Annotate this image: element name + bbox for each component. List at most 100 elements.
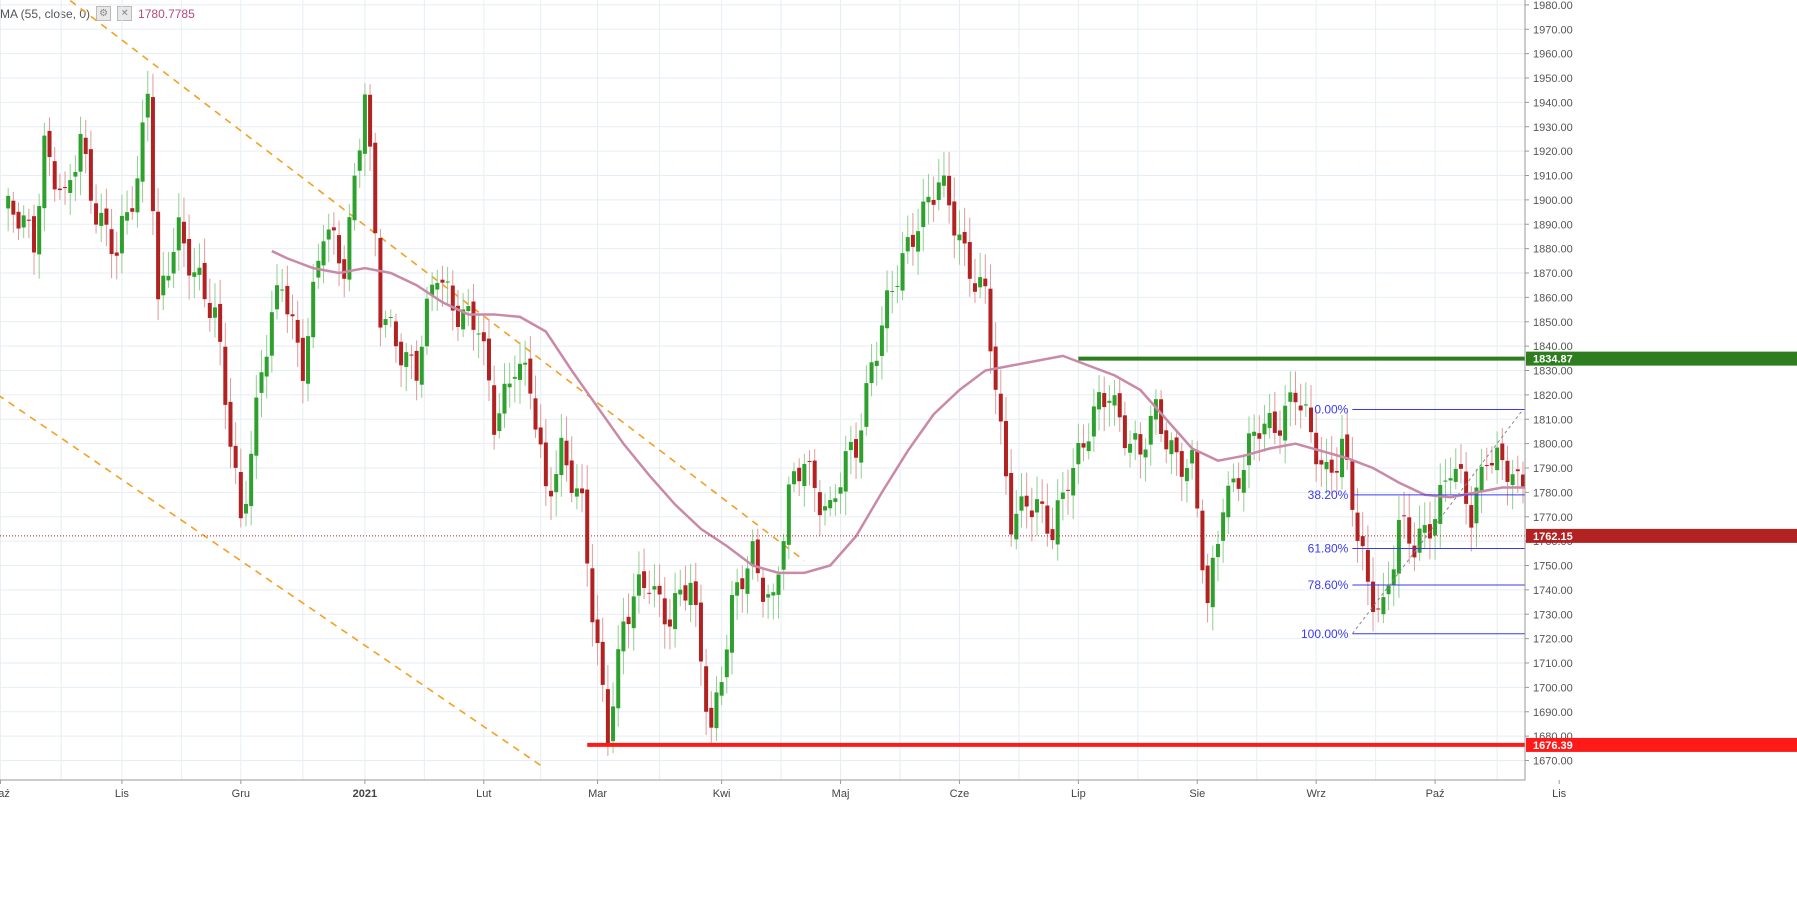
- candle-body: [1205, 565, 1210, 604]
- price-tick-label: 1930.00: [1533, 122, 1573, 134]
- candle-body: [662, 598, 667, 625]
- candle-body: [223, 346, 228, 405]
- candle-body: [921, 201, 926, 228]
- candle-body: [533, 398, 538, 430]
- candle-body: [1236, 478, 1241, 489]
- close-icon[interactable]: ✕: [117, 6, 133, 21]
- candle-body: [16, 211, 21, 229]
- candle-body: [492, 385, 497, 435]
- price-tag-label: 1762.15: [1533, 531, 1573, 543]
- candle-body: [352, 175, 357, 221]
- candle-body: [797, 467, 802, 482]
- price-tick-label: 1730.00: [1533, 609, 1573, 621]
- indicator-value: 1780.7785: [138, 6, 195, 21]
- moving-average: [271, 249, 1549, 575]
- candle-body: [109, 229, 114, 255]
- time-tick-label: Lip: [1071, 788, 1086, 800]
- price-axis-background: [1525, 0, 1797, 915]
- candle-body: [1520, 474, 1525, 488]
- price-tick-label: 1670.00: [1533, 756, 1573, 768]
- candle-body: [698, 602, 703, 662]
- candle-body: [719, 682, 724, 696]
- candle-body: [1489, 462, 1494, 466]
- candle-body: [1396, 519, 1401, 574]
- fib-level-label: 0.00%: [1314, 403, 1348, 417]
- candle-body: [936, 182, 941, 200]
- candle-body: [238, 472, 243, 519]
- candles: [6, 70, 1551, 756]
- candle-body: [1257, 433, 1262, 439]
- candle-body: [1076, 442, 1081, 465]
- candle-body: [1045, 505, 1050, 534]
- candle-body: [73, 171, 78, 177]
- candle-body: [285, 285, 290, 315]
- candle-body: [347, 217, 352, 280]
- candle-body: [145, 93, 150, 118]
- candle-body: [647, 592, 652, 594]
- candle-body: [1417, 528, 1422, 553]
- candle-body: [57, 188, 62, 191]
- candle-body: [383, 319, 388, 325]
- candle-body: [518, 363, 522, 380]
- candle-body: [1174, 437, 1179, 453]
- candle-body: [42, 135, 47, 209]
- candle-body: [559, 437, 564, 476]
- trend-line: [0, 395, 542, 767]
- candle-body: [879, 325, 884, 356]
- candle-body: [926, 196, 931, 203]
- candle-body: [549, 490, 554, 497]
- candle-body: [1458, 464, 1463, 469]
- candle-body: [393, 321, 398, 347]
- price-tick-label: 1830.00: [1533, 366, 1573, 378]
- candle-body: [1159, 399, 1164, 434]
- candle-body: [461, 309, 466, 330]
- candle-body: [88, 149, 93, 201]
- time-tick-label: 2021: [353, 788, 377, 800]
- candle-body: [636, 574, 641, 596]
- gear-icon[interactable]: ⚙: [96, 6, 112, 21]
- candle-body: [78, 133, 83, 172]
- candle-body: [1107, 400, 1112, 403]
- candle-body: [1055, 500, 1060, 545]
- candle-body: [1009, 472, 1014, 535]
- price-tick-label: 1800.00: [1533, 439, 1573, 451]
- candle-body: [947, 175, 952, 206]
- candle-body: [569, 460, 574, 493]
- candle-body: [202, 262, 207, 300]
- time-tick-label: Maj: [832, 788, 850, 800]
- candle-body: [1024, 495, 1029, 507]
- candle-body: [150, 97, 155, 212]
- chart-grid: [0, 0, 1560, 780]
- candle-body: [1381, 597, 1386, 615]
- candle-body: [1510, 474, 1515, 486]
- candle-body: [1262, 423, 1267, 435]
- price-tick-label: 1790.00: [1533, 463, 1573, 475]
- candle-body: [885, 290, 890, 329]
- candle-body: [890, 290, 895, 292]
- candle-body: [1365, 549, 1370, 582]
- candle-body: [197, 267, 202, 275]
- candle-body: [792, 471, 797, 485]
- candle-body: [657, 585, 662, 595]
- candle-body: [528, 358, 533, 394]
- candle-body: [1453, 468, 1458, 482]
- indicator-label: MA (55, close, 0): [0, 6, 91, 21]
- candle-body: [543, 442, 548, 487]
- price-tick-label: 1870.00: [1533, 268, 1573, 280]
- candle-body: [786, 484, 791, 545]
- candle-body: [642, 571, 647, 588]
- candle-body: [342, 259, 347, 279]
- candle-body: [166, 275, 171, 281]
- candle-body: [1014, 513, 1019, 540]
- candle-body: [1329, 459, 1334, 473]
- candle-body: [228, 401, 233, 447]
- candle-body: [321, 241, 326, 266]
- candle-body: [729, 595, 734, 653]
- candle-body: [833, 498, 838, 502]
- candle-body: [130, 208, 135, 212]
- price-axis: 1670.001680.001690.001700.001710.001720.…: [1524, 0, 1797, 915]
- candle-body: [269, 312, 274, 356]
- price-tick-label: 1710.00: [1533, 658, 1573, 670]
- candle-body: [1334, 471, 1339, 473]
